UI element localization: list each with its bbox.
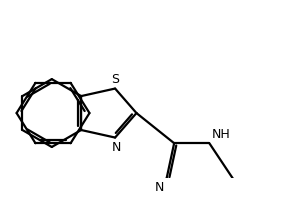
Text: N: N (155, 181, 164, 194)
Text: NH: NH (212, 128, 231, 141)
Text: N: N (112, 141, 121, 154)
Text: S: S (111, 73, 119, 85)
